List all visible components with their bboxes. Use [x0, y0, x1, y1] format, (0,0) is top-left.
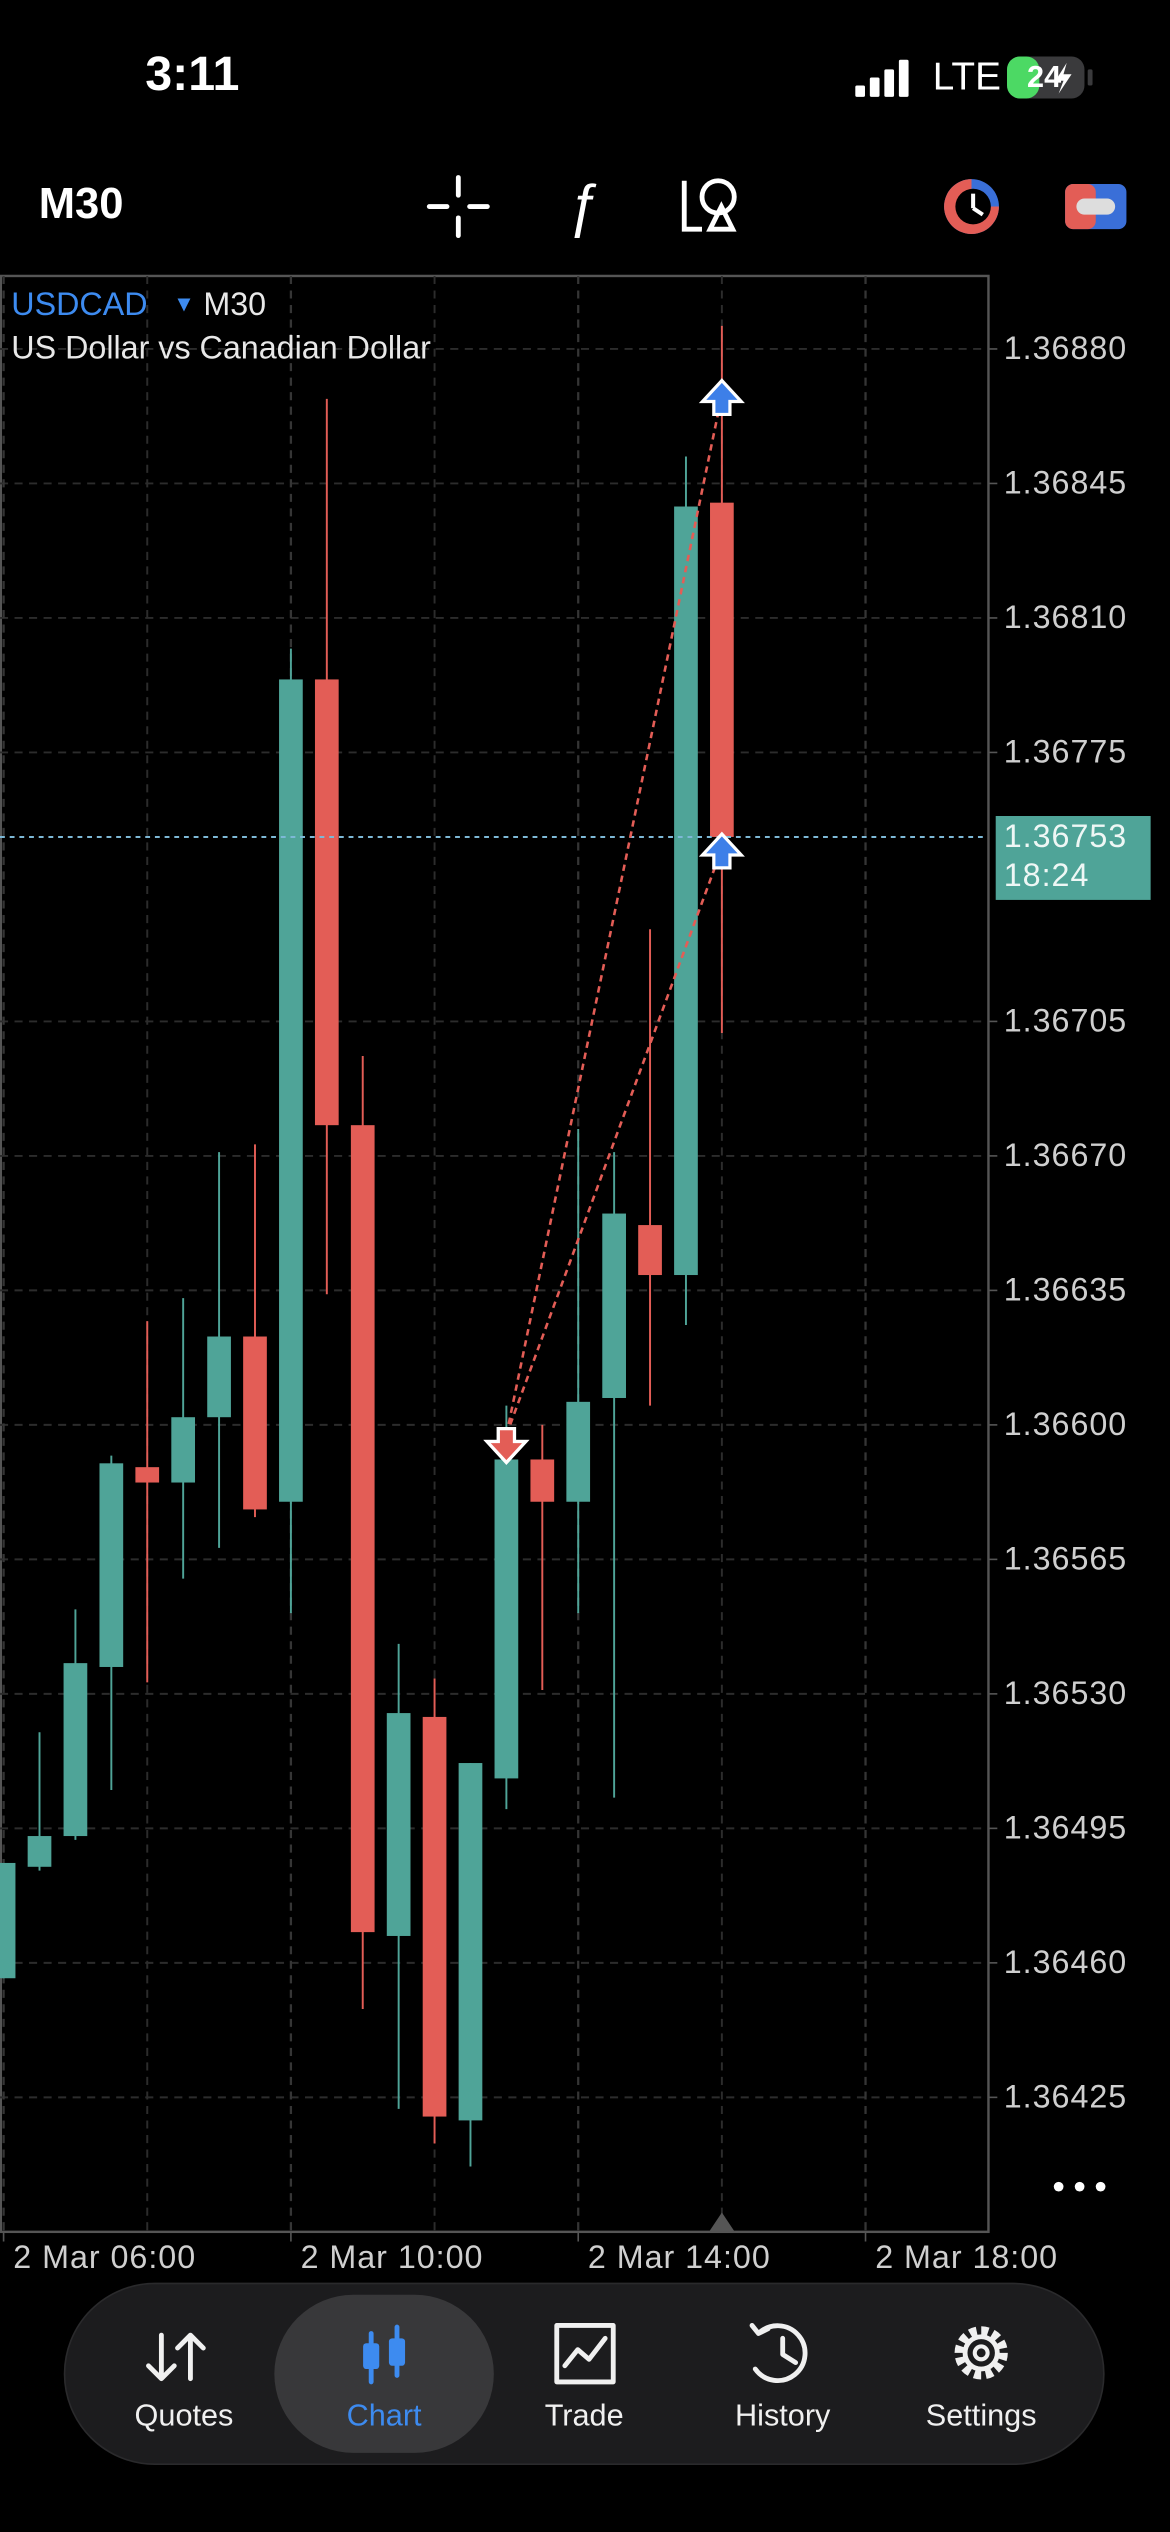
oneclick-button[interactable] — [944, 179, 999, 234]
candle-body — [135, 1467, 160, 1483]
current-price-label: 1.36753 — [1004, 818, 1127, 854]
nav-icon[interactable] — [146, 2332, 206, 2382]
indicators-button[interactable]: ƒ — [566, 173, 598, 238]
chart — [0, 274, 998, 2242]
nav-icon[interactable] — [749, 2323, 808, 2383]
candle-body — [99, 1463, 124, 1667]
network: LTE — [933, 55, 1001, 98]
candle-body — [350, 1125, 375, 1933]
nav-label[interactable]: Trade — [545, 2399, 624, 2433]
trade-close-arrow — [698, 378, 745, 417]
y-tick-label: 1.36530 — [1004, 1675, 1127, 1711]
candle-body — [710, 502, 734, 837]
current-price-box — [995, 815, 1151, 900]
x-tick-label: 2 Mar 18:00 — [875, 2239, 1058, 2275]
x-tick-label: 2 Mar 14:00 — [588, 2239, 771, 2275]
x-tick-label: 2 Mar 10:00 — [301, 2239, 484, 2275]
nav-icon[interactable] — [954, 2326, 1008, 2380]
more-button[interactable] — [1053, 2181, 1106, 2192]
candle-body — [422, 1716, 447, 2117]
y-tick-label: 1.36670 — [1004, 1137, 1127, 1173]
nav-icon-body[interactable] — [363, 2343, 380, 2370]
trade-button[interactable] — [1065, 183, 1127, 230]
plot-frame — [0, 274, 990, 2234]
candle-body — [27, 1836, 52, 1867]
nav-icon[interactable] — [554, 2323, 616, 2385]
nav-label[interactable]: Chart — [347, 2399, 422, 2433]
nav-label[interactable]: Settings — [926, 2399, 1037, 2433]
objects-button[interactable] — [681, 178, 737, 232]
chart-title: US Dollar vs Canadian Dollar — [11, 330, 431, 366]
y-tick-label: 1.36705 — [1004, 1003, 1127, 1039]
nav-icon[interactable] — [972, 2344, 990, 2362]
candle-body — [638, 1225, 662, 1276]
candle-body — [566, 1401, 591, 1502]
trade-open-arrow — [483, 1426, 530, 1465]
symbol-dropdown[interactable] — [177, 298, 191, 312]
current-time-marker — [708, 2212, 735, 2232]
trade-close-arrow — [698, 831, 745, 870]
y-tick-label: 1.36810 — [1004, 599, 1127, 635]
nav-bar — [63, 2282, 1105, 2466]
nav-icon-body[interactable] — [388, 2338, 406, 2366]
candle-body — [243, 1336, 267, 1510]
nav-items: Quotes Chart Trade History Settings — [135, 2294, 1037, 2453]
candle-body — [279, 679, 303, 1502]
candle-body — [63, 1663, 88, 1837]
candle-body — [386, 1713, 411, 1936]
trade-line — [505, 394, 724, 1436]
nav-icon[interactable] — [962, 2334, 1000, 2372]
candle-body — [530, 1459, 555, 1502]
y-tick-label: 1.36425 — [1004, 2078, 1127, 2114]
candle-body — [0, 1862, 16, 1979]
nav-label[interactable]: Quotes — [135, 2399, 234, 2433]
y-tick-label: 1.36775 — [1004, 734, 1127, 770]
symbol[interactable]: USDCAD — [11, 286, 147, 322]
timeframe-button[interactable]: M30 — [39, 180, 124, 228]
y-tick-label: 1.36880 — [1004, 330, 1127, 366]
y-tick-label: 1.36600 — [1004, 1406, 1127, 1442]
countdown-label: 18:24 — [1004, 857, 1090, 893]
candle-body — [171, 1417, 196, 1483]
y-tick-label: 1.36495 — [1004, 1810, 1127, 1846]
crosshair-button[interactable] — [426, 175, 490, 239]
y-tick-label: 1.36460 — [1004, 1944, 1127, 1980]
x-tick-label: 2 Mar 06:00 — [13, 2239, 196, 2275]
candle-body — [674, 506, 698, 1276]
nav-active-pill — [274, 2294, 494, 2453]
y-tick-label: 1.36565 — [1004, 1541, 1127, 1577]
chart-timeframe: M30 — [203, 286, 266, 322]
y-tick-label: 1.36635 — [1004, 1272, 1127, 1308]
y-tick-label: 1.36845 — [1004, 465, 1127, 501]
clock: 3:11 — [145, 47, 239, 101]
battery-level: 24 — [1027, 60, 1061, 94]
candle-body — [602, 1213, 626, 1398]
nav-label[interactable]: History — [735, 2399, 831, 2433]
trade-line — [505, 848, 724, 1436]
candle-body — [494, 1459, 519, 1779]
candle-body — [458, 1763, 483, 2121]
candle-body — [314, 679, 339, 1126]
battery-icon — [1007, 56, 1093, 99]
candle-body — [207, 1336, 231, 1418]
signal-icon — [855, 59, 909, 97]
